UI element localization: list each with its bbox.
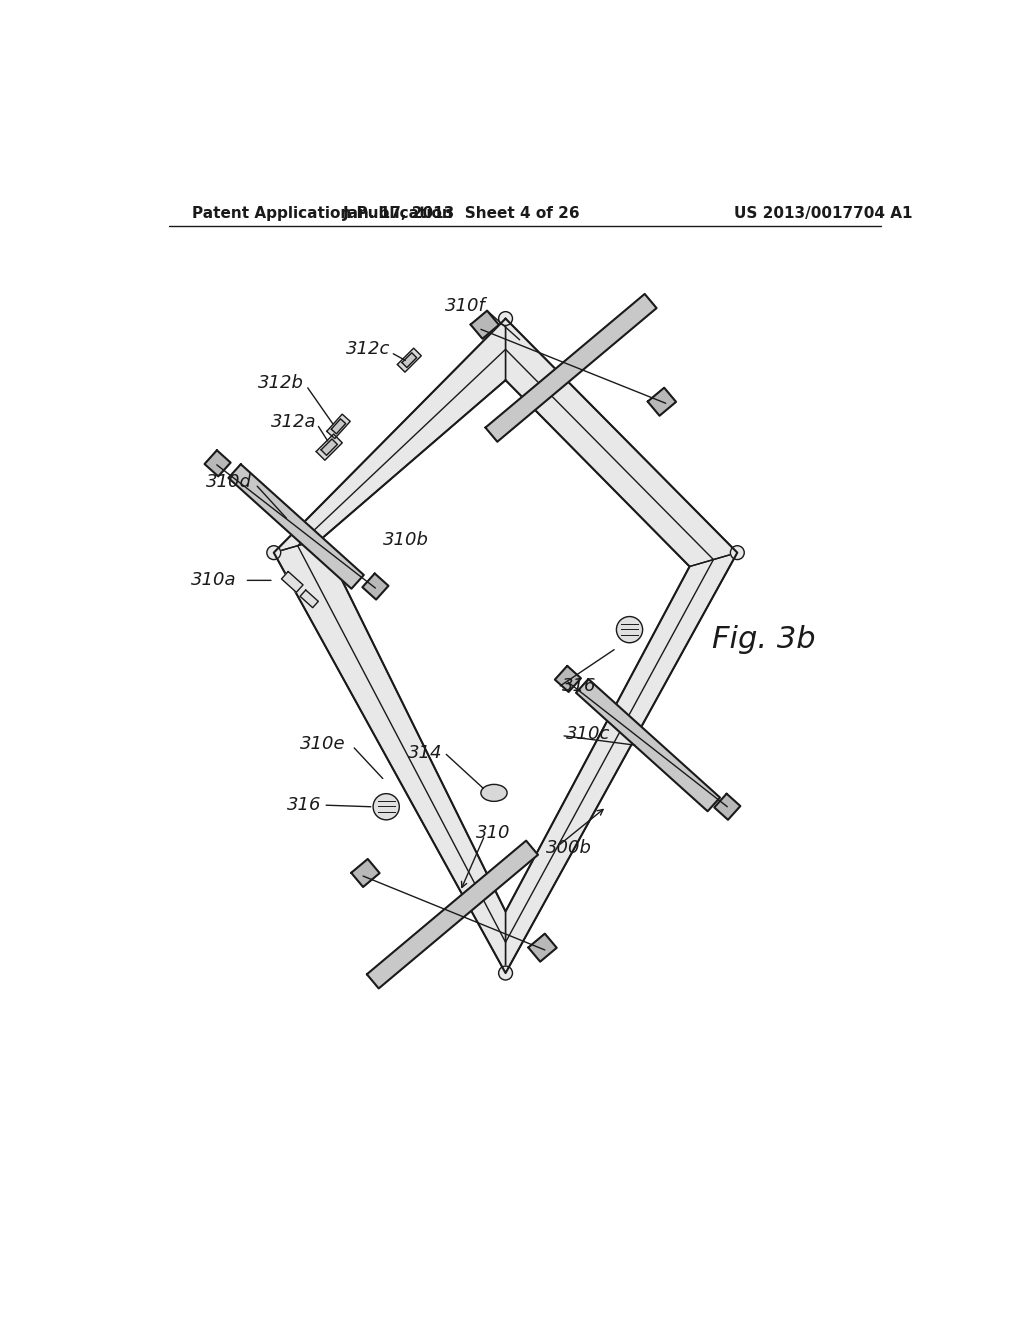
Polygon shape xyxy=(506,318,737,566)
Polygon shape xyxy=(397,348,421,372)
Polygon shape xyxy=(273,318,737,973)
Text: 312c: 312c xyxy=(346,341,390,358)
Polygon shape xyxy=(205,450,230,477)
Polygon shape xyxy=(322,440,337,455)
Text: 310d: 310d xyxy=(206,473,252,491)
Text: 300b: 300b xyxy=(547,840,592,857)
Text: 312a: 312a xyxy=(270,413,316,430)
Text: 316: 316 xyxy=(287,796,322,814)
Text: 310: 310 xyxy=(475,824,510,842)
Polygon shape xyxy=(273,318,506,553)
Circle shape xyxy=(267,545,281,560)
Polygon shape xyxy=(555,665,581,692)
Polygon shape xyxy=(316,434,342,461)
Text: 310a: 310a xyxy=(190,572,237,589)
Text: Patent Application Publication: Patent Application Publication xyxy=(193,206,453,222)
Polygon shape xyxy=(367,841,538,989)
Text: US 2013/0017704 A1: US 2013/0017704 A1 xyxy=(734,206,912,222)
Text: 312b: 312b xyxy=(258,375,303,392)
Circle shape xyxy=(499,312,512,326)
Text: 310f: 310f xyxy=(444,297,485,315)
Ellipse shape xyxy=(481,784,507,801)
Text: 310b: 310b xyxy=(383,532,429,549)
Polygon shape xyxy=(715,793,740,820)
Text: Fig. 3b: Fig. 3b xyxy=(712,626,815,655)
Polygon shape xyxy=(282,572,303,593)
Polygon shape xyxy=(647,388,676,416)
Circle shape xyxy=(499,966,512,979)
Polygon shape xyxy=(471,310,499,339)
Polygon shape xyxy=(228,465,364,589)
Circle shape xyxy=(616,616,643,643)
Polygon shape xyxy=(485,294,656,442)
Polygon shape xyxy=(327,414,350,438)
Text: 310e: 310e xyxy=(300,735,345,752)
Polygon shape xyxy=(331,418,346,434)
Polygon shape xyxy=(351,859,380,887)
Text: 316: 316 xyxy=(562,677,596,694)
Polygon shape xyxy=(506,553,737,973)
Text: 314: 314 xyxy=(408,744,442,762)
Polygon shape xyxy=(273,539,506,973)
Text: 310c: 310c xyxy=(565,726,610,743)
Text: Jan. 17, 2013  Sheet 4 of 26: Jan. 17, 2013 Sheet 4 of 26 xyxy=(343,206,581,222)
Polygon shape xyxy=(577,678,720,812)
Polygon shape xyxy=(362,573,388,599)
Circle shape xyxy=(373,793,399,820)
Polygon shape xyxy=(300,590,318,607)
Polygon shape xyxy=(402,352,417,367)
Circle shape xyxy=(730,545,744,560)
Polygon shape xyxy=(528,933,557,962)
